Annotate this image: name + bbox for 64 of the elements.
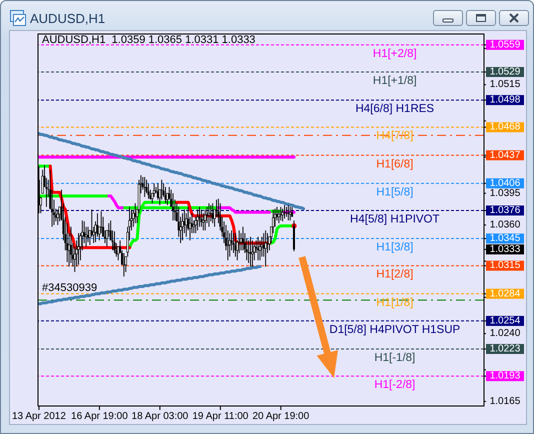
candlestick (113, 230, 116, 254)
ref-line-label: H1[3/8] (376, 242, 414, 254)
y-tick-label: 1.0376 (490, 204, 521, 216)
y-tick-label: 1.0395 (490, 188, 521, 199)
candlestick (49, 169, 52, 210)
y-tick-label: 1.0498 (490, 94, 521, 106)
annotation: #34530939 (42, 282, 98, 294)
ref-line-label: H1[5/8] (376, 186, 414, 198)
ref-line-label: H1[+1/8] (372, 75, 417, 88)
y-tick-label: 1.0333 (490, 244, 521, 255)
y-tick-label: 1.0240 (490, 328, 521, 340)
ref-line-label: H1[-1/8] (374, 352, 416, 364)
candlestick (248, 240, 250, 264)
candlestick (221, 216, 224, 238)
x-tick-label: 20 Apr 19:00 (252, 411, 310, 422)
y-tick-label: 1.0406 (490, 178, 521, 189)
ref-line-label: H1[+2/8] (372, 48, 417, 60)
chart-title: AUDUSD,H1 (30, 11, 106, 26)
y-tick-label: 1.0559 (490, 39, 521, 50)
y-tick-label: 1.0254 (490, 315, 521, 326)
candlestick (155, 186, 158, 194)
x-tick-label: 16 Apr 19:00 (71, 411, 128, 422)
candlestick (217, 198, 220, 224)
y-tick-label: 1.0193 (490, 370, 521, 382)
y-tick-label: 1.0315 (490, 260, 521, 272)
ref-line-label: H4[7/8] (376, 130, 414, 142)
candlestick (77, 232, 80, 266)
ref-line-label: D1[5/8] H4PIVOT H1SUP (329, 324, 461, 336)
y-tick-label: 1.0165 (490, 396, 521, 407)
ref-line-label: H1[6/8] (376, 158, 414, 170)
x-tick-label: 13 Apr 2012 (12, 411, 66, 422)
candlestick (146, 179, 148, 194)
line-series (38, 265, 262, 306)
ref-line-label: H1[-2/8] (374, 379, 416, 392)
candlestick (51, 189, 54, 228)
y-tick-label: 1.0345 (490, 233, 521, 244)
candlestick (147, 182, 150, 200)
candlestick (200, 209, 202, 228)
candlestick (144, 176, 146, 198)
ref-line-label: H1[2/8] (376, 268, 414, 281)
y-tick-label: 1.0515 (490, 79, 521, 90)
candlestick (172, 192, 174, 221)
candlestick (79, 232, 82, 261)
line-series (38, 132, 306, 210)
chart-subtitle: AUDUSD,H1 1.0359 1.0365 1.0331 1.0333 (42, 34, 256, 46)
candlestick (162, 182, 165, 198)
y-tick-label: 1.0360 (490, 219, 521, 230)
y-tick-label: 1.0529 (490, 66, 521, 78)
ref-line-label: H4[6/8] H1RES (355, 103, 434, 116)
candlestick (242, 226, 244, 251)
x-tick-label: 19 Apr 11:00 (192, 411, 249, 422)
candlestick (232, 232, 235, 254)
candlestick (289, 206, 292, 221)
x-tick-label: 18 Apr 03:00 (132, 411, 189, 422)
candlestick (258, 240, 262, 261)
ref-line-label: H1[1/8] (376, 296, 414, 309)
candlestick (223, 220, 226, 244)
ref-line-label: H4[5/8] H1PIVOT (350, 213, 440, 226)
y-tick-label: 1.0284 (490, 288, 521, 300)
candlestick (208, 202, 210, 228)
y-tick-label: 1.0437 (490, 150, 521, 161)
y-tick-label: 1.0468 (490, 122, 521, 133)
y-tick-label: 1.0223 (490, 343, 521, 354)
candlestick (70, 226, 72, 264)
